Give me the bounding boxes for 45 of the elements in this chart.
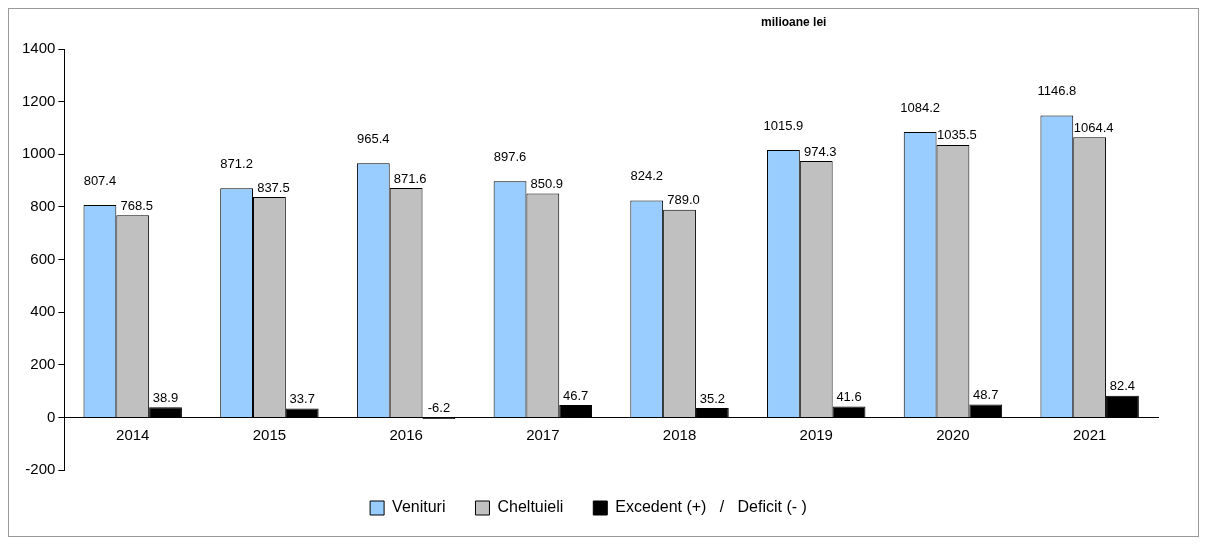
- x-tick-label: 2018: [662, 425, 697, 443]
- data-label: -6.2: [427, 400, 451, 416]
- y-tick-label: 400: [30, 302, 56, 320]
- data-label: 871.6: [393, 170, 427, 186]
- legend-label: Venituri: [392, 498, 446, 516]
- data-label: 48.7: [973, 387, 999, 403]
- y-tick-label: 1400: [21, 39, 56, 57]
- text: milioane lei: [761, 15, 827, 30]
- y-tick-label: 600: [30, 249, 56, 267]
- data-label: 1035.5: [937, 127, 977, 143]
- data-label: 807.4: [83, 172, 117, 188]
- x-tick-label: 2016: [389, 425, 423, 443]
- data-label: 1084.2: [900, 99, 941, 115]
- y-tick-label: 1000: [21, 144, 56, 162]
- data-label: 46.7: [562, 387, 589, 403]
- data-label: 837.5: [257, 179, 290, 195]
- data-label: 824.2: [630, 168, 663, 184]
- x-tick-label: 2014: [116, 425, 150, 443]
- data-label: 850.9: [530, 176, 564, 192]
- y-tick-label: 200: [30, 354, 56, 372]
- x-tick-label: 2020: [936, 425, 970, 443]
- y-tick-label: -200: [25, 460, 56, 478]
- data-label: 1064.4: [1073, 119, 1114, 135]
- x-tick-label: 2019: [799, 425, 833, 443]
- data-label: 38.9: [152, 389, 179, 405]
- data-label: 768.5: [120, 197, 153, 213]
- x-tick-label: 2017: [526, 425, 560, 443]
- data-label: 35.2: [699, 390, 725, 406]
- data-label: 82.4: [1109, 378, 1136, 394]
- legend-label: Excedent (+) / Deficit (- ): [615, 498, 807, 516]
- data-label: 897.6: [493, 148, 527, 164]
- data-label: 965.4: [357, 130, 390, 146]
- data-label: 33.7: [289, 391, 315, 407]
- data-label: 1015.9: [763, 117, 804, 133]
- data-label: 789.0: [667, 192, 700, 208]
- data-label: 974.3: [803, 143, 837, 159]
- y-tick-label: 1200: [21, 91, 56, 109]
- y-tick-label: 0: [47, 407, 56, 425]
- y-tick-label: 800: [30, 197, 56, 215]
- x-tick-label: 2021: [1072, 425, 1107, 443]
- legend-label: Cheltuieli: [497, 498, 564, 516]
- data-label: 41.6: [836, 389, 862, 405]
- data-label: 871.2: [220, 155, 253, 171]
- x-tick-label: 2015: [252, 425, 287, 443]
- data-label: 1146.8: [1037, 83, 1077, 99]
